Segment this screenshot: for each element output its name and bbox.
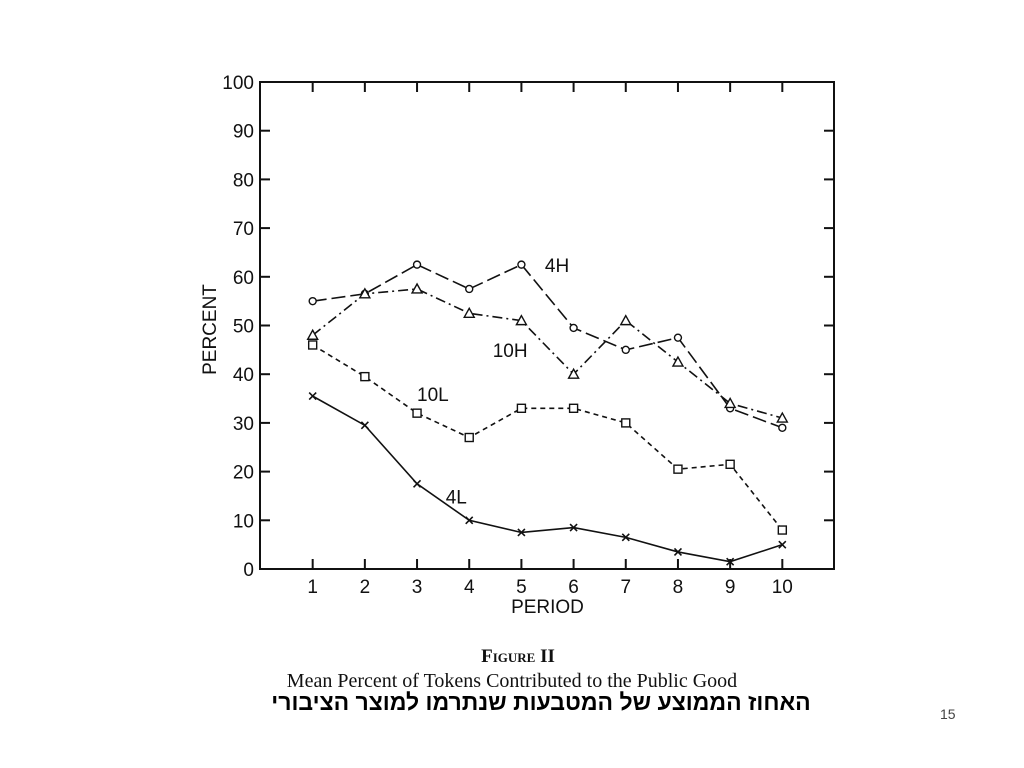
data-point [360, 421, 369, 430]
data-point [515, 314, 528, 326]
data-point [777, 525, 788, 535]
series-label-4l: 4L [446, 487, 467, 508]
data-point [412, 479, 422, 488]
data-point [568, 403, 579, 413]
series-label-10l: 10L [417, 385, 449, 406]
plot-frame [259, 81, 835, 570]
data-point [517, 260, 526, 269]
data-point [673, 464, 683, 474]
y-tick-label: 80 [233, 170, 254, 191]
series-line-4h [312, 263, 783, 429]
data-point [465, 516, 474, 525]
page-number: 15 [940, 706, 956, 722]
x-tick-label: 3 [412, 577, 423, 598]
series-line-10h [312, 288, 783, 419]
data-point [778, 540, 787, 549]
data-point [778, 423, 787, 432]
data-point [308, 296, 317, 306]
data-point [412, 408, 422, 418]
series-line-4l [312, 395, 783, 563]
data-point [673, 547, 683, 557]
y-tick-label: 30 [233, 414, 254, 435]
data-point [621, 533, 630, 542]
data-point [358, 287, 372, 299]
data-point [569, 523, 578, 532]
y-tick-label: 70 [233, 219, 254, 240]
data-point [306, 328, 319, 340]
x-axis-label: PERIOD [511, 597, 584, 618]
series-label-4h: 4H [545, 256, 569, 277]
data-point [621, 418, 631, 428]
data-point [516, 403, 527, 413]
data-point [671, 355, 685, 367]
x-tick-label: 5 [516, 577, 527, 598]
x-tick-label: 8 [673, 577, 684, 598]
x-tick-label: 1 [307, 577, 318, 598]
y-tick-label: 50 [233, 317, 254, 338]
y-tick-label: 90 [233, 122, 254, 143]
series-4h [308, 260, 787, 432]
series-label-10h: 10H [493, 341, 528, 362]
data-point [673, 333, 683, 342]
figure-caption: Mean Percent of Tokens Contributed to th… [286, 670, 738, 692]
data-point [567, 367, 580, 379]
y-tick-label: 40 [233, 365, 254, 386]
data-point [619, 314, 632, 326]
x-tick-label: 10 [772, 577, 793, 598]
data-point [308, 392, 317, 401]
data-point [726, 557, 735, 566]
data-point [723, 396, 737, 409]
data-point [307, 340, 318, 350]
x-tick-label: 9 [725, 577, 736, 598]
data-point [621, 345, 630, 355]
y-tick-label: 0 [243, 560, 254, 581]
data-point [464, 432, 474, 443]
series-line-10l [312, 344, 783, 531]
data-point [463, 306, 476, 319]
line-chart: 0 10 20 30 40 50 60 70 80 90 100 1 2 3 4 5 6 7 8 9 10 PERIOD P… [200, 73, 835, 618]
y-axis-label: PERCENT [200, 284, 221, 375]
hebrew-caption: האחוז הממוצע של המטבעות שנתרמו למוצר הצי… [271, 689, 811, 715]
data-point [412, 260, 422, 269]
figure-title: Figure II [481, 646, 555, 667]
data-point [410, 282, 424, 294]
series-10h [306, 282, 789, 423]
data-point [360, 371, 370, 382]
y-tick-label: 20 [233, 463, 254, 484]
x-tick-label: 2 [360, 577, 371, 598]
data-point [465, 284, 474, 294]
y-tick-label: 60 [233, 268, 254, 289]
data-point [776, 411, 789, 423]
series-4l [308, 392, 787, 566]
data-point [517, 528, 526, 537]
data-point [569, 323, 578, 333]
x-tick-label: 6 [568, 577, 579, 598]
x-tick-label: 7 [620, 577, 631, 598]
y-tick-label: 10 [233, 511, 254, 532]
data-point [725, 459, 735, 469]
y-tick-label: 100 [222, 73, 254, 94]
series-10l [307, 340, 788, 535]
x-tick-label: 4 [464, 577, 475, 598]
